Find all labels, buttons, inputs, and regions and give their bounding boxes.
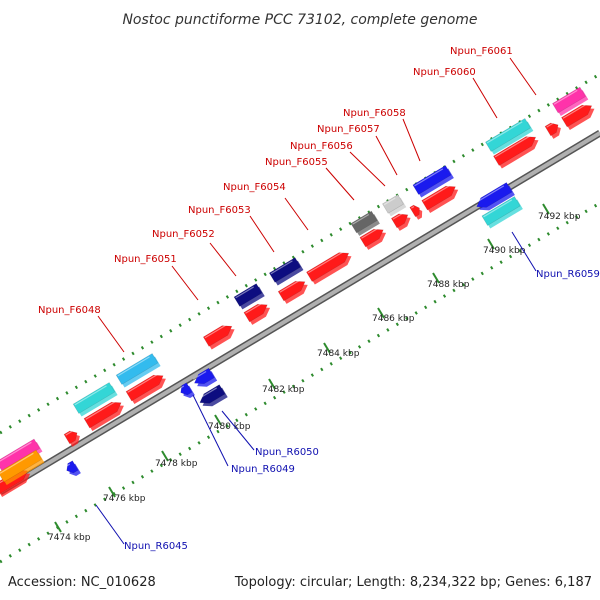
tick-label: 7488 kbp — [427, 280, 470, 290]
cds-arrow — [390, 212, 411, 231]
dotted-track-line — [0, 201, 600, 564]
cds-arrow — [125, 373, 166, 405]
gene-label-npun-r6059: Npun_R6059 — [536, 269, 600, 280]
reverse-gene-arrow — [475, 182, 515, 211]
gene-label-npun-f6061: Npun_F6061 — [450, 46, 513, 57]
gene-label-npun-f6053: Npun_F6053 — [188, 205, 251, 216]
tick-labels: 7474 kbp 7476 kbp 7478 kbp 7480 kbp 7482… — [48, 212, 581, 543]
cds-arrow — [544, 122, 561, 139]
tick-label: 7478 kbp — [155, 459, 198, 469]
cds-arrow — [243, 302, 271, 325]
tick-mark — [432, 272, 440, 284]
gene-box-orange — [0, 449, 45, 486]
cds-arrow — [306, 251, 352, 285]
cds-arrow — [409, 204, 423, 220]
reverse-gene-arrow — [192, 367, 218, 387]
reverse-gene-arrow — [198, 384, 228, 407]
forward-gene-labels: Npun_F6048 Npun_F6051 Npun_F6052 Npun_F6… — [38, 46, 513, 316]
gene-label-npun-r6050: Npun_R6050 — [255, 447, 319, 458]
reverse-gene-arrow — [179, 382, 195, 398]
gene-box-gray — [350, 210, 380, 236]
gene-label-npun-f6056: Npun_F6056 — [290, 141, 353, 152]
reverse-gene-arrow — [65, 460, 81, 476]
genome-summary-text: Topology: circular; Length: 8,234,322 bp… — [234, 575, 592, 590]
tick-mark — [487, 238, 495, 250]
accession-text: Accession: NC_010628 — [8, 575, 156, 590]
gene-box-cyan — [485, 118, 534, 155]
reverse-gene-labels: Npun_R6045 Npun_R6049 Npun_R6050 Npun_R6… — [124, 269, 600, 552]
gene-label-npun-f6057: Npun_F6057 — [317, 124, 380, 135]
cds-arrow — [493, 135, 539, 169]
gene-box-navy — [268, 257, 304, 286]
cds-arrow — [202, 324, 235, 350]
cds-arrow — [277, 279, 308, 304]
gene-label-npun-f6048: Npun_F6048 — [38, 305, 101, 316]
gene-label-npun-r6045: Npun_R6045 — [124, 541, 188, 552]
gene-box-cyan — [481, 196, 523, 229]
gene-label-npun-f6051: Npun_F6051 — [114, 254, 177, 265]
gene-box-blue — [412, 165, 454, 198]
gene-label-npun-f6060: Npun_F6060 — [413, 67, 476, 78]
gene-box-navy — [233, 283, 265, 310]
tick-label: 7480 kbp — [208, 422, 251, 432]
gene-label-npun-f6052: Npun_F6052 — [152, 229, 215, 240]
gene-box-light-gray — [382, 194, 407, 217]
gene-label-npun-r6049: Npun_R6049 — [231, 464, 295, 475]
gene-box-sky — [115, 353, 161, 388]
cds-arrow — [63, 430, 80, 447]
tick-label: 7474 kbp — [48, 533, 91, 543]
tick-mark — [161, 450, 169, 462]
genome-title: Nostoc punctiforme PCC 73102, complete g… — [122, 12, 477, 28]
tick-mark — [214, 414, 222, 426]
tick-mark — [54, 521, 62, 533]
tick-mark — [268, 378, 276, 390]
tick-mark — [108, 486, 116, 498]
cds-arrow — [83, 400, 124, 432]
tick-label: 7486 kbp — [372, 314, 415, 324]
tick-mark — [377, 307, 385, 319]
cds-arrow — [359, 227, 387, 250]
tick-label: 7490 kbp — [483, 246, 526, 256]
gene-box-cyan — [72, 382, 118, 417]
tick-mark — [323, 342, 331, 354]
gene-features — [0, 86, 595, 497]
leader-lines — [95, 57, 537, 545]
gene-label-npun-f6054: Npun_F6054 — [223, 182, 286, 193]
tick-label: 7484 kbp — [317, 349, 360, 359]
cds-arrow — [421, 184, 459, 213]
tick-mark — [542, 203, 550, 215]
tick-label: 7476 kbp — [103, 494, 146, 504]
gene-label-npun-f6055: Npun_F6055 — [265, 157, 328, 168]
gene-box-pink — [552, 86, 589, 116]
cds-arrow — [561, 103, 595, 130]
tick-marks — [54, 203, 550, 533]
gene-label-npun-f6058: Npun_F6058 — [343, 108, 406, 119]
tick-label: 7492 kbp — [538, 212, 581, 222]
tick-label: 7482 kbp — [262, 385, 305, 395]
